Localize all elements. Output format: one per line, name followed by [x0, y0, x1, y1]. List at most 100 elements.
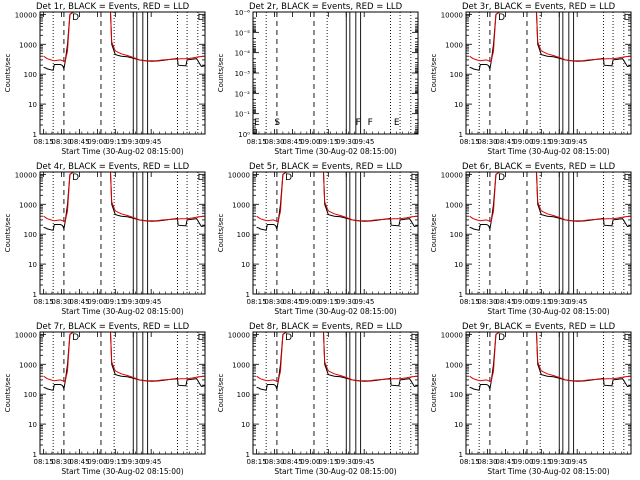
y-tick-label: 10000	[15, 171, 37, 179]
segment-marker-label: L	[198, 173, 203, 183]
chart-title: Det 1r, BLACK = Events, RED = LLD	[36, 2, 190, 12]
x-tick-label: 09:15	[531, 138, 551, 146]
segment-marker-label: F	[356, 118, 361, 128]
x-tick-label: 08:15	[246, 458, 266, 466]
y-tick-label: 10	[28, 261, 37, 269]
x-tick-label: 09:45	[141, 298, 161, 306]
x-tick-label: 09:45	[354, 138, 374, 146]
y-axis-label: Counts/sec	[217, 374, 225, 413]
x-tick-label: 08:30	[51, 458, 71, 466]
y-tick-label: 10000	[441, 11, 463, 19]
y-axis-label: Counts/sec	[430, 214, 438, 253]
chart-title: Det 3r, BLACK = Events, RED = LLD	[462, 2, 616, 12]
y-tick-label: 10⁻²	[235, 90, 251, 98]
x-tick-label: 09:45	[567, 138, 587, 146]
events-series-line	[469, 12, 631, 71]
x-tick-label: 09:30	[123, 298, 143, 306]
y-axis-label: Counts/sec	[217, 54, 225, 93]
y-tick-label: 100	[24, 71, 37, 79]
x-tick-label: 08:15	[246, 138, 266, 146]
y-tick-label: 100	[450, 71, 463, 79]
x-tick-label: 09:00	[87, 298, 107, 306]
detector-chart-1: Det 1r, BLACK = Events, RED = LLD Counts/…	[4, 2, 206, 156]
x-tick-label: 09:00	[300, 138, 320, 146]
segment-marker-label: D	[72, 13, 79, 23]
x-tick-label: 09:45	[567, 458, 587, 466]
x-tick-label: 08:15	[33, 298, 53, 306]
segment-marker-label: L	[198, 333, 203, 343]
y-tick-label: 1	[459, 291, 463, 299]
events-series-line	[43, 12, 205, 71]
x-tick-label: 08:30	[51, 138, 71, 146]
plot-frame	[252, 11, 419, 135]
y-tick-label: 1	[33, 131, 37, 139]
x-tick-label: 08:30	[264, 298, 284, 306]
x-tick-label: 08:30	[264, 458, 284, 466]
y-tick-label: 10	[241, 421, 250, 429]
y-tick-label: 10000	[228, 331, 250, 339]
lld-series-line	[469, 12, 631, 63]
chart-title: Det 2r, BLACK = Events, RED = LLD	[249, 2, 403, 12]
y-tick-label: 1	[459, 451, 463, 459]
chart-title: Det 7r, BLACK = Events, RED = LLD	[36, 322, 190, 332]
segment-marker-label: L	[624, 173, 629, 183]
events-series-line	[256, 332, 418, 391]
y-tick-label: 10	[28, 101, 37, 109]
y-tick-label: 1000	[445, 41, 463, 49]
x-tick-label: 09:00	[513, 458, 533, 466]
y-tick-label: 10000	[15, 331, 37, 339]
x-tick-label: 09:30	[336, 458, 356, 466]
x-tick-label: 09:15	[105, 458, 125, 466]
y-tick-label: 100	[24, 391, 37, 399]
x-tick-label: 08:45	[69, 458, 89, 466]
x-tick-label: 09:30	[123, 138, 143, 146]
lld-series-line	[469, 172, 631, 223]
x-tick-label: 09:45	[141, 458, 161, 466]
x-axis-label: Start Time (30-Aug-02 08:15:00)	[487, 147, 609, 156]
x-tick-label: 08:45	[495, 298, 515, 306]
y-tick-label: 1000	[445, 361, 463, 369]
segment-marker-label: D	[498, 333, 505, 343]
y-tick-label: 1000	[19, 361, 37, 369]
plot-frame	[465, 11, 632, 135]
y-tick-label: 10⁻³	[235, 70, 251, 78]
y-tick-label: 1	[33, 451, 37, 459]
segment-marker-label: D	[72, 333, 79, 343]
segment-marker-label: E	[254, 118, 260, 128]
y-tick-label: 1000	[232, 201, 250, 209]
plot-frame	[465, 171, 632, 295]
lld-series-line	[43, 332, 205, 383]
chart-title: Det 9r, BLACK = Events, RED = LLD	[462, 322, 616, 332]
x-tick-label: 08:45	[495, 458, 515, 466]
detector-chart-5: Det 5r, BLACK = Events, RED = LLD Counts/…	[217, 162, 419, 316]
x-tick-label: 09:00	[513, 298, 533, 306]
segment-marker-label: L	[624, 333, 629, 343]
x-tick-label: 09:15	[531, 458, 551, 466]
x-tick-label: 09:00	[300, 298, 320, 306]
x-tick-label: 09:30	[123, 458, 143, 466]
y-tick-label: 1000	[232, 361, 250, 369]
x-tick-label: 08:15	[459, 458, 479, 466]
x-tick-label: 09:15	[318, 298, 338, 306]
y-tick-label: 100	[24, 231, 37, 239]
segment-marker-label: L	[411, 333, 416, 343]
y-tick-label: 1	[459, 131, 463, 139]
detector-chart-4: Det 4r, BLACK = Events, RED = LLD Counts/…	[4, 162, 206, 316]
plot-frame	[39, 11, 206, 135]
segment-marker-label: L	[411, 173, 416, 183]
chart-title: Det 4r, BLACK = Events, RED = LLD	[36, 162, 190, 172]
y-tick-label: 10000	[441, 331, 463, 339]
x-tick-label: 08:45	[495, 138, 515, 146]
segment-marker-label: D	[285, 173, 292, 183]
x-tick-label: 08:45	[69, 138, 89, 146]
x-axis-label: Start Time (30-Aug-02 08:15:00)	[274, 307, 396, 316]
y-tick-label: 10	[454, 261, 463, 269]
x-tick-label: 08:15	[33, 458, 53, 466]
x-tick-label: 09:15	[105, 298, 125, 306]
detector-chart-7: Det 7r, BLACK = Events, RED = LLD Counts/…	[4, 322, 206, 476]
x-tick-label: 08:45	[282, 138, 302, 146]
x-tick-label: 08:45	[69, 298, 89, 306]
segment-marker-label: S	[274, 118, 280, 128]
y-tick-label: 10000	[228, 171, 250, 179]
